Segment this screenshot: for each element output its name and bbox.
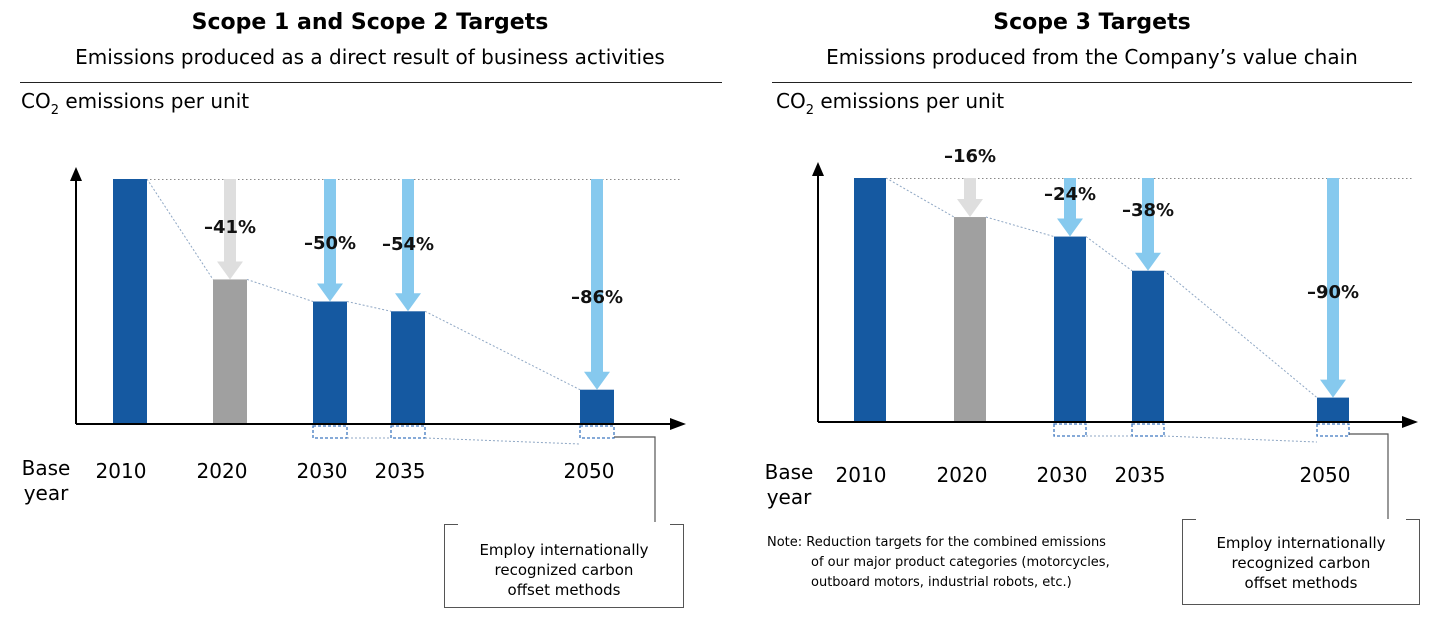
reduction-label-2020: –41% — [204, 217, 256, 238]
x-tick-label-2010: 2010 — [96, 459, 147, 483]
offset-box-2035 — [390, 425, 426, 439]
bar-2035 — [391, 311, 425, 424]
bar-2010 — [113, 179, 147, 424]
offset-callout: Employ internationally recognized carbon… — [1182, 519, 1420, 605]
offset-connector-line — [424, 437, 581, 445]
bar-2020 — [213, 279, 247, 424]
trend-connector-line — [1085, 236, 1133, 272]
offset-callout-line1: Employ internationally — [479, 541, 649, 559]
chart-title: Scope 1 and Scope 2 Targets — [191, 10, 549, 35]
x-tick-label-2050: 2050 — [1300, 463, 1351, 487]
reduction-arrow-2050-icon — [584, 179, 610, 390]
base-year-label: Base year — [762, 460, 816, 510]
base-year-line2: year — [766, 485, 812, 509]
y-axis-label: CO2 emissions per unit — [21, 89, 250, 118]
reduction-arrow-2020-icon — [217, 179, 243, 280]
y-axis-arrow-icon — [70, 167, 82, 181]
reduction-label-2035: –38% — [1122, 200, 1174, 221]
trend-connector-line — [146, 178, 214, 280]
x-tick-label-2010: 2010 — [836, 463, 887, 487]
header-divider — [772, 82, 1412, 83]
x-tick-label-2030: 2030 — [297, 459, 348, 483]
y-axis-label: CO2 emissions per unit — [776, 89, 1005, 118]
base-year-label: Base year — [18, 456, 74, 506]
footnote-line2: of our major product categories (motorcy… — [811, 555, 1110, 570]
reduction-arrow-2035-icon — [395, 179, 421, 312]
reduction-arrow-2050-icon — [1320, 178, 1346, 398]
callout-connector-line — [1349, 433, 1389, 519]
offset-box-2035 — [1131, 423, 1165, 437]
x-tick-label-2035: 2035 — [375, 459, 426, 483]
bar-2010 — [854, 178, 886, 422]
scope3-panel: Scope 3 Targets Emissions produced from … — [750, 0, 1436, 632]
scope3-chart: –16% –24% –38% –90% 2010 2020 2030 2035 2050 — [812, 146, 1418, 519]
trend-connector-line — [985, 216, 1055, 238]
chart-subtitle: Emissions produced from the Company’s va… — [826, 45, 1358, 69]
x-tick-label-2020: 2020 — [937, 463, 988, 487]
offset-callout-line1: Employ internationally — [1216, 534, 1386, 552]
bar-2050 — [580, 389, 614, 424]
offset-box-2050 — [579, 425, 615, 439]
x-axis-arrow-icon — [670, 418, 686, 430]
base-year-line2: year — [23, 481, 69, 505]
x-tick-label-2020: 2020 — [197, 459, 248, 483]
chart-subtitle: Emissions produced as a direct result of… — [75, 45, 665, 69]
x-tick-label-2050: 2050 — [564, 459, 615, 483]
header-divider — [20, 82, 722, 83]
reduction-arrow-2035-icon — [1135, 178, 1161, 271]
reduction-label-2050: –90% — [1307, 282, 1359, 303]
reduction-arrow-2030-icon — [317, 179, 343, 302]
bar-2020 — [954, 217, 986, 422]
offset-callout-line3: offset methods — [507, 581, 621, 599]
reduction-label-2050: –86% — [571, 287, 623, 308]
bar-2030 — [1054, 236, 1086, 422]
reduction-arrow-2020-icon — [957, 178, 983, 218]
offset-box-2030 — [1053, 423, 1087, 437]
offset-callout-line3: offset methods — [1244, 574, 1358, 592]
trend-connector-line — [246, 278, 314, 302]
footnote-line1: Note: Reduction targets for the combined… — [767, 535, 1106, 550]
offset-callout: Employ internationally recognized carbon… — [444, 524, 684, 608]
ylabel-subscript: 2 — [50, 103, 59, 118]
offset-connector-line — [1163, 435, 1318, 443]
footnote: Note: Reduction targets for the combined… — [767, 533, 1167, 593]
reduction-label-2035: –54% — [382, 234, 434, 255]
chart-title: Scope 3 Targets — [993, 10, 1191, 35]
base-year-line1: Base — [764, 460, 814, 484]
bar-2050 — [1317, 397, 1349, 422]
offset-box-2030 — [312, 425, 348, 439]
offset-callout-line2: recognized carbon — [494, 561, 634, 579]
bar-2030 — [313, 301, 347, 424]
reduction-arrow-2030-icon — [1057, 178, 1083, 237]
ylabel-prefix: CO — [776, 89, 806, 113]
reduction-label-2020: –16% — [944, 146, 996, 167]
trend-connector-line — [885, 177, 955, 218]
reduction-label-2030: –24% — [1044, 184, 1096, 205]
ylabel-subscript: 2 — [805, 103, 814, 118]
footnote-line3: outboard motors, industrial robots, etc.… — [811, 575, 1072, 590]
x-axis-arrow-icon — [1402, 416, 1418, 428]
scope12-chart: –41% –50% –54% –86% 2010 2020 2030 2035 2050 — [70, 167, 686, 522]
y-axis-arrow-icon — [812, 162, 824, 176]
trend-connector-line — [1163, 270, 1318, 398]
bar-2035 — [1132, 270, 1164, 422]
base-year-line1: Base — [21, 456, 71, 480]
ylabel-prefix: CO — [21, 89, 51, 113]
offset-box-2050 — [1316, 423, 1350, 437]
x-tick-label-2030: 2030 — [1037, 463, 1088, 487]
reduction-label-2030: –50% — [304, 233, 356, 254]
callout-connector-line — [614, 436, 656, 522]
scope12-panel: Scope 1 and Scope 2 Targets Emissions pr… — [18, 10, 722, 608]
ylabel-suffix: emissions per unit — [59, 89, 250, 113]
trend-connector-line — [424, 310, 581, 391]
ylabel-suffix: emissions per unit — [814, 89, 1005, 113]
x-tick-label-2035: 2035 — [1115, 463, 1166, 487]
offset-callout-line2: recognized carbon — [1231, 554, 1371, 572]
trend-connector-line — [346, 301, 392, 312]
